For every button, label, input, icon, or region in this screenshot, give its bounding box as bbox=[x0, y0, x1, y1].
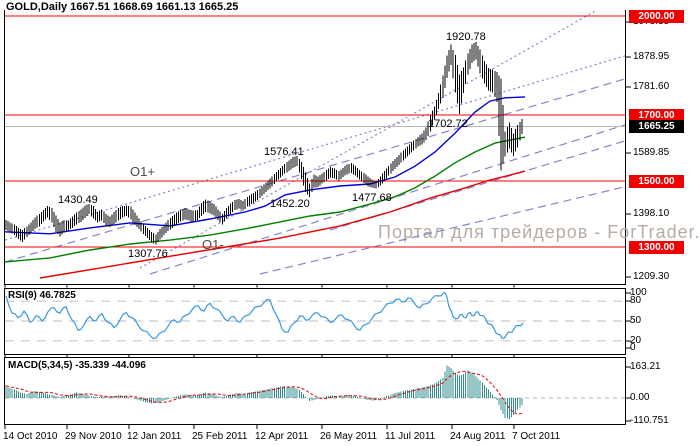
macd-axis-label: 163.21 bbox=[630, 361, 661, 372]
price-axis-label: 1209.30 bbox=[633, 271, 670, 282]
level-price-badge: 2000.00 bbox=[629, 10, 684, 23]
channel-label: O1+ bbox=[130, 164, 155, 179]
level-price-badge: 1500.00 bbox=[629, 175, 684, 188]
rsi-line bbox=[5, 291, 524, 340]
price-annotation: 1702.72 bbox=[428, 118, 468, 130]
price-axis-label: 1781.60 bbox=[633, 81, 670, 92]
rsi-panel[interactable] bbox=[4, 288, 626, 355]
date-axis-label: 11 Jul 2011 bbox=[385, 431, 436, 442]
price-axis-label: 1589.85 bbox=[633, 147, 670, 158]
date-axis-label: 12 Jan 2011 bbox=[127, 431, 182, 442]
price-axis-label: 1878.95 bbox=[633, 51, 670, 62]
rsi-axis-label: 80 bbox=[630, 295, 642, 306]
current-price-badge: 1665.25 bbox=[629, 120, 684, 133]
date-axis-label: 25 Feb 2011 bbox=[192, 431, 248, 442]
date-axis-label: 26 May 2011 bbox=[320, 431, 378, 442]
price-panel[interactable] bbox=[4, 10, 626, 285]
date-axis-label: 24 Aug 2011 bbox=[450, 431, 506, 442]
price-annotation: 1477.68 bbox=[352, 192, 392, 204]
price-annotation: 1920.78 bbox=[446, 31, 486, 43]
channel-label: O1- bbox=[202, 237, 224, 252]
ma-mid-green bbox=[5, 136, 526, 263]
rsi-axis-label: 0 bbox=[630, 342, 636, 353]
level-price-badge: 1700.00 bbox=[629, 109, 684, 122]
date-axis-label: 12 Apr 2011 bbox=[255, 431, 309, 442]
date-axis-label: 29 Nov 2010 bbox=[65, 431, 122, 442]
date-axis-label: 14 Oct 2010 bbox=[3, 431, 58, 442]
rsi-axis-label: 100 bbox=[630, 287, 647, 298]
date-axis-label: 7 Oct 2011 bbox=[512, 431, 561, 442]
rsi-axis-label: 50 bbox=[630, 315, 642, 326]
rsi-label: RSI(9) 46.7825 bbox=[8, 290, 76, 301]
price-axis-label: 1398.10 bbox=[633, 208, 670, 219]
chart-title: GOLD,Daily 1667.51 1668.69 1661.13 1665.… bbox=[6, 1, 239, 13]
macd-axis-label: -110.751 bbox=[630, 415, 669, 426]
level-price-badge: 1300.00 bbox=[629, 241, 684, 254]
macd-panel[interactable] bbox=[4, 357, 626, 425]
macd-label: MACD(5,34,5) -35.339 -44.096 bbox=[8, 360, 146, 371]
ma-slow-red bbox=[39, 170, 526, 279]
price-annotation: 1307.76 bbox=[128, 248, 168, 260]
price-annotation: 1430.49 bbox=[58, 194, 98, 206]
macd-axis-label: 0.00 bbox=[630, 392, 650, 403]
price-annotation: 1452.20 bbox=[270, 198, 310, 210]
watermark: Портал для трейдеров - ForTrader.ru bbox=[378, 222, 700, 242]
rsi-axis-label: 20 bbox=[630, 335, 642, 346]
price-annotation: 1576.41 bbox=[264, 146, 304, 158]
macd-signal-line bbox=[5, 370, 522, 415]
